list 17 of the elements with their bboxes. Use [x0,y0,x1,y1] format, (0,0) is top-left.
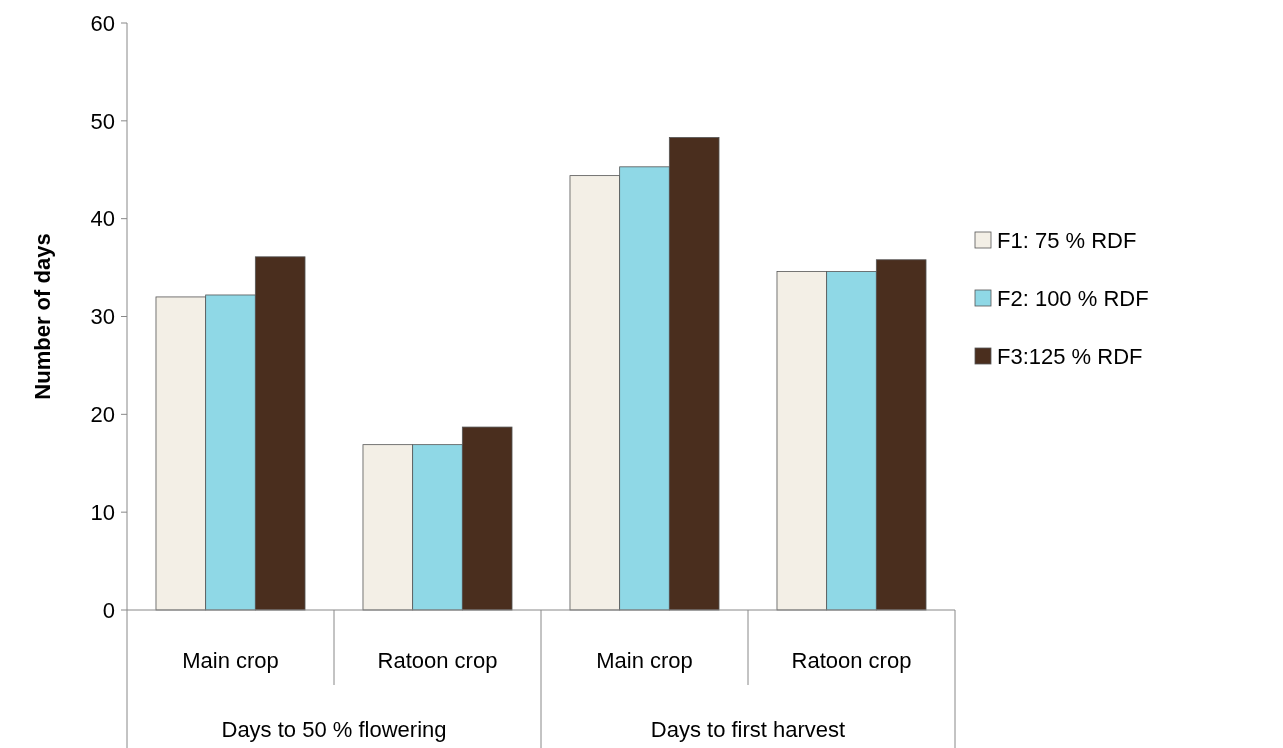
y-tick-label: 20 [90,402,115,428]
x-tick-label: Main crop [182,648,279,673]
y-tick-label: 60 [90,10,115,36]
y-axis-title: Number of days [30,233,55,400]
x-tick-label: Ratoon crop [377,648,498,673]
y-tick-label: 50 [90,108,115,134]
x-tick-label: Main crop [596,648,693,673]
legend-label: F3:125 % RDF [997,343,1143,369]
text: Days to first harvest [650,717,846,742]
legend-label: F2: 100 % RDF [997,285,1149,311]
x-tick-label: Ratoon crop [791,648,912,673]
text: Days to 50 % flowering [221,717,447,742]
legend-label: F1: 75 % RDF [997,227,1137,253]
y-tick-label: 30 [90,304,115,330]
y-tick-label: 10 [90,499,115,525]
y-tick-label: 0 [102,597,115,623]
y-tick-label: 40 [90,206,115,232]
